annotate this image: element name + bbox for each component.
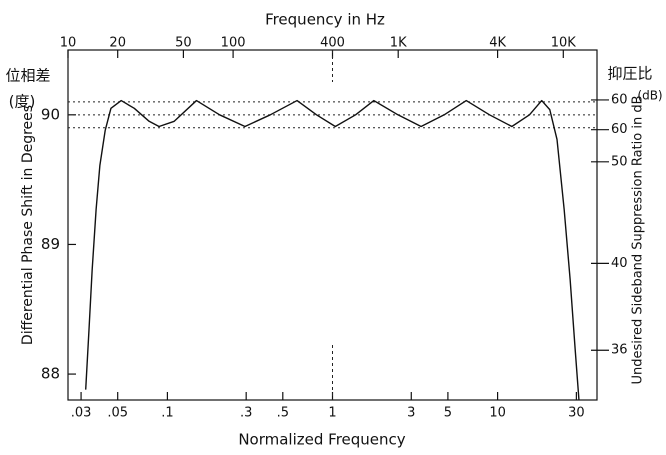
x-axis-label: Normalized Frequency [238, 431, 405, 449]
y2-tick-label: 60 [611, 122, 628, 137]
y-tick-label: 88 [41, 365, 60, 383]
y2-label-jp: 抑圧比 [607, 65, 652, 83]
x2-tick-label: 1K [390, 36, 407, 51]
x-tick-label: .03 [71, 406, 92, 421]
y2-tick-label: 40 [611, 256, 628, 271]
x-tick-label: 1 [328, 406, 336, 421]
x2-tick-label: 20 [109, 36, 126, 51]
phase-curve [85, 99, 580, 401]
x-tick-label: 10 [489, 406, 506, 421]
y-axis-label: Differential Phase Shift in Degrees [20, 105, 36, 345]
x-tick-label: .1 [161, 406, 173, 421]
x-tick-label: .05 [107, 406, 128, 421]
y2-axis-label: Undesired Sideband Suppression Ratio in … [631, 96, 646, 385]
y2-unit-jp: (dB) [637, 89, 662, 103]
x2-tick-label: 10 [60, 36, 77, 51]
y2-tick-label: 50 [611, 154, 628, 169]
x2-tick-label: 50 [175, 36, 192, 51]
y2-tick-label: 36 [611, 343, 628, 358]
x2-tick-label: 4K [489, 36, 506, 51]
y-label-jp: 位相差 [5, 67, 50, 85]
x-tick-label: 3 [407, 406, 415, 421]
x-tick-label: .5 [277, 406, 289, 421]
x-tick-label: 30 [568, 406, 585, 421]
x-tick-label: .3 [240, 406, 252, 421]
y-tick-label: 89 [41, 235, 60, 253]
x2-tick-label: 10K [551, 36, 577, 51]
x2-tick-label: 100 [221, 36, 246, 51]
x2-tick-label: 400 [320, 36, 345, 51]
chart-title: Frequency in Hz [265, 11, 385, 29]
x-tick-label: 5 [444, 406, 452, 421]
y2-tick-label: 60 [611, 92, 628, 107]
y-tick-label: 90 [41, 105, 60, 123]
y-unit-jp: (度) [9, 93, 36, 111]
